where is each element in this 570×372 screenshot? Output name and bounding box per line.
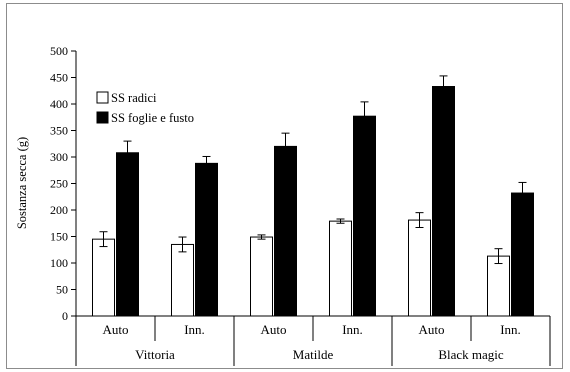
- category-label: Auto: [419, 322, 445, 337]
- bar-ss-radici: [487, 255, 510, 317]
- bar-ss-radici: [171, 243, 194, 317]
- y-tick-label: 300: [50, 150, 68, 164]
- labels: 0 50 100 150 200 250 300 350 400 450 500 Auto Inn. Au…: [50, 44, 521, 362]
- category-label: Inn.: [342, 322, 363, 337]
- group-label: Matilde: [293, 347, 334, 362]
- bar-ss-radici: [92, 238, 115, 317]
- legend: SS radici SS foglie e fusto: [96, 91, 194, 125]
- bar-ss-radici: [250, 236, 273, 317]
- category-label: Inn.: [184, 322, 205, 337]
- bar-ss-foglie-fusto: [195, 162, 218, 317]
- y-tick-label: 350: [50, 124, 68, 138]
- legend-label: SS radici: [111, 91, 157, 105]
- y-tick-label: 200: [50, 203, 68, 217]
- y-axis-title: Sostanza secca (g): [15, 137, 29, 229]
- category-label: Auto: [261, 322, 287, 337]
- legend-swatch: [96, 91, 109, 104]
- y-tick-label: 50: [56, 283, 68, 297]
- y-tick-label: 250: [50, 177, 68, 191]
- y-tick-label: 150: [50, 230, 68, 244]
- y-tick-label: 100: [50, 256, 68, 270]
- bar-ss-foglie-fusto: [353, 115, 376, 317]
- bar-ss-radici: [329, 220, 352, 317]
- axes: [71, 50, 551, 366]
- bar-ss-foglie-fusto: [432, 86, 455, 317]
- bar-ss-radici: [408, 219, 431, 317]
- y-tick-label: 400: [50, 97, 68, 111]
- group-label: Black magic: [438, 347, 504, 362]
- bars: [92, 75, 534, 317]
- y-tick-label: 0: [62, 309, 68, 323]
- bar-ss-foglie-fusto: [274, 145, 297, 317]
- bar-ss-foglie-fusto: [116, 152, 139, 317]
- bar-ss-foglie-fusto: [511, 192, 534, 317]
- group-label: Vittoria: [135, 347, 175, 362]
- legend-label: SS foglie e fusto: [111, 111, 194, 125]
- legend-swatch: [96, 111, 109, 124]
- category-label: Auto: [103, 322, 129, 337]
- y-tick-label: 450: [50, 71, 68, 85]
- category-label: Inn.: [500, 322, 521, 337]
- y-tick-label: 500: [50, 44, 68, 58]
